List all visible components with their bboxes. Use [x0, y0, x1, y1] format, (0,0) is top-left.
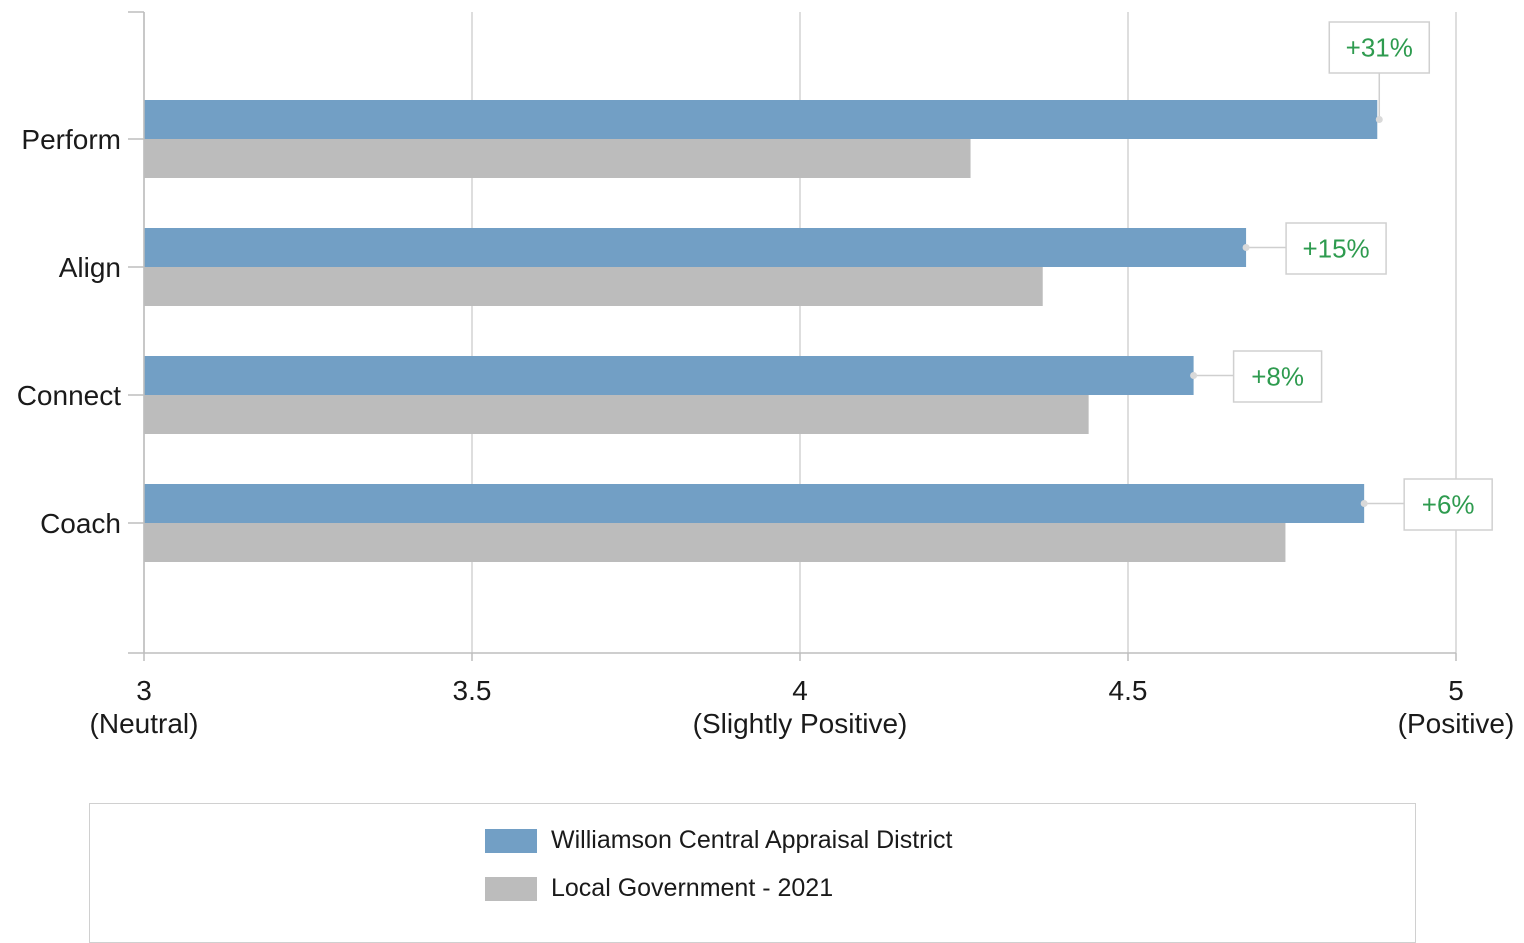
callout-anchor-dot [1242, 244, 1250, 251]
bars [144, 100, 1378, 562]
x-tick-sublabel: (Slightly Positive) [693, 708, 908, 739]
x-tick-label: 3.5 [453, 675, 492, 706]
axes: 3(Neutral) 3.5 4(Slightly Positive) 4.5 5(Po… [17, 11, 1515, 739]
x-tick-sublabel: (Neutral) [90, 708, 199, 739]
legend: Williamson Central Appraisal District Lo… [89, 803, 1416, 943]
bar-coach-series-2 [144, 523, 1286, 562]
callout-anchor-dot [1190, 372, 1198, 379]
bar-perform-series-1 [144, 100, 1378, 139]
bar-connect-series-2 [144, 395, 1089, 434]
bar-coach-series-1 [144, 484, 1365, 523]
category-label-perform: Perform [21, 124, 121, 155]
legend-swatch-local-government [485, 876, 537, 901]
callout-anchor-dot [1360, 500, 1368, 507]
x-tick-label: 4.5 [1109, 675, 1148, 706]
x-tick-label: 4 [792, 675, 808, 706]
callout-label-align: +15% [1302, 234, 1369, 264]
bar-connect-series-1 [144, 356, 1194, 395]
category-label-connect: Connect [17, 380, 122, 411]
x-tick-label: 3 [136, 675, 152, 706]
x-tick-sublabel: (Positive) [1398, 708, 1515, 739]
callout-anchor-dot [1375, 116, 1383, 123]
callout-label-coach: +6% [1422, 490, 1475, 520]
callouts: +31% +15% +8% +6% [1190, 21, 1493, 531]
legend-item-local-government[interactable]: Local Government - 2021 [485, 874, 833, 903]
callout-label-connect: +8% [1251, 362, 1304, 392]
bar-align-series-1 [144, 228, 1247, 267]
category-label-align: Align [59, 252, 121, 283]
callout-label-perform: +31% [1346, 33, 1413, 63]
x-tick-label: 5 [1448, 675, 1464, 706]
bar-chart: +31% +15% +8% +6% 3(Neutral) 3.5 4(Slightly P… [17, 11, 1515, 739]
legend-swatch-williamson [485, 828, 537, 853]
legend-label-williamson: Williamson Central Appraisal District [551, 826, 953, 854]
legend-item-williamson[interactable]: Williamson Central Appraisal District [485, 826, 953, 855]
callout-box [1328, 21, 1431, 74]
callout-box [1285, 222, 1387, 275]
callout-box [1403, 478, 1493, 531]
callout-box [1232, 350, 1323, 403]
legend-label-local-government: Local Government - 2021 [551, 874, 834, 902]
bar-align-series-2 [144, 267, 1043, 306]
category-label-coach: Coach [40, 508, 121, 539]
bar-perform-series-2 [144, 139, 971, 178]
